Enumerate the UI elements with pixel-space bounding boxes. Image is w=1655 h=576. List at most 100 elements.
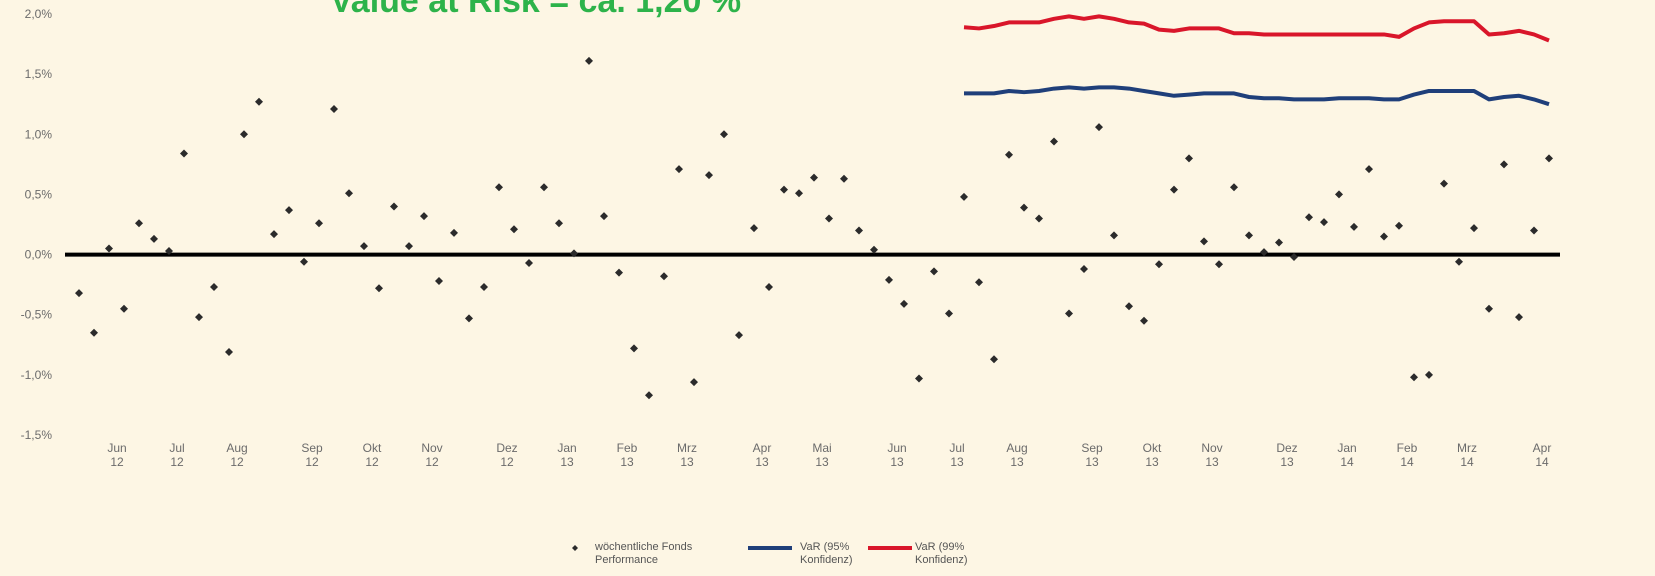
data-point [1095,123,1103,132]
data-point [555,219,563,228]
legend-marker [572,545,578,551]
data-point [690,378,698,387]
data-point [1320,218,1328,227]
data-point [375,284,383,293]
data-point [1530,226,1538,235]
x-tick-label: Apr 14 [1532,441,1552,469]
x-tick-label: Mrz 13 [677,441,697,469]
data-point [240,130,248,139]
data-point [135,219,143,228]
data-point [1170,185,1178,194]
data-point [615,268,623,277]
x-tick-label: Apr 13 [752,441,772,469]
data-point [990,355,998,364]
data-point [525,258,533,267]
data-point [675,165,683,174]
data-point [450,228,458,237]
data-point [735,331,743,340]
data-point [225,348,233,357]
data-point [1215,260,1223,269]
data-point [885,275,893,284]
data-point [180,149,188,158]
y-tick-label: -0,5% [21,308,53,322]
x-tick-label: Sep 13 [1081,441,1103,469]
x-tick-label: Feb 13 [616,441,638,469]
data-point [1455,257,1463,266]
x-tick-label: Mrz 14 [1457,441,1477,469]
data-point [1260,248,1268,257]
chart-title: Value at Risk = ca. 1,20 % [330,0,741,20]
data-point [780,185,788,194]
x-tick-label: Jan 13 [557,441,577,469]
data-point [1185,154,1193,163]
data-point [1290,252,1298,261]
x-tick-label: Aug 12 [226,441,248,469]
data-point [1305,213,1313,222]
data-point [510,225,518,234]
data-point [1335,190,1343,199]
y-tick-label: 0,0% [25,248,53,262]
x-tick-label: Jan 14 [1337,441,1357,469]
x-tick-label: Sep 12 [301,441,323,469]
y-tick-label: 2,0% [25,7,53,21]
data-point [645,391,653,400]
y-tick-label: 1,0% [25,127,53,141]
x-tick-label: Nov 13 [1201,441,1223,469]
x-tick-label: Feb 14 [1396,441,1418,469]
y-tick-label: -1,0% [21,368,53,382]
data-point [1005,150,1013,159]
x-tick-label: Jul 12 [169,441,185,469]
data-point [1125,302,1133,311]
data-point [1470,224,1478,233]
data-point [270,230,278,239]
data-point [345,189,353,198]
data-point [1050,137,1058,146]
data-point [330,105,338,114]
data-point [975,278,983,287]
data-point [1515,313,1523,322]
data-point [90,328,98,337]
x-tick-label: Mai 13 [812,441,832,469]
data-point [1110,231,1118,240]
data-point [1245,231,1253,240]
data-point [630,344,638,353]
data-point [1200,237,1208,246]
data-point [840,174,848,183]
data-point [1140,316,1148,325]
data-point [600,212,608,221]
data-point [1020,203,1028,212]
data-point [1395,221,1403,230]
data-point [210,283,218,292]
data-point [1545,154,1553,163]
y-tick-label: 0,5% [25,187,53,201]
data-point [360,242,368,251]
x-tick-label: Aug 13 [1006,441,1028,469]
data-point [405,242,413,251]
data-point [495,183,503,192]
x-tick-label: Jun 12 [107,441,127,469]
x-tick-label: Dez 13 [1276,441,1298,469]
data-point [825,214,833,223]
data-point [465,314,473,323]
data-point [570,249,578,258]
data-point [300,257,308,266]
data-point [720,130,728,139]
data-point [120,304,128,313]
x-tick-label: Jun 13 [887,441,907,469]
y-tick-label: -1,5% [21,428,53,442]
data-point [810,173,818,182]
data-point [1485,304,1493,313]
data-point [1500,160,1508,169]
legend-label: VaR (99% Konfidenz) [915,541,968,566]
data-point [870,245,878,254]
data-point [420,212,428,221]
legend-label: wöchentliche Fonds Performance [595,541,693,566]
data-point [1155,260,1163,269]
data-point [1410,373,1418,382]
data-point [750,224,758,233]
data-point [1425,370,1433,379]
data-point [1275,238,1283,247]
data-point [585,56,593,65]
